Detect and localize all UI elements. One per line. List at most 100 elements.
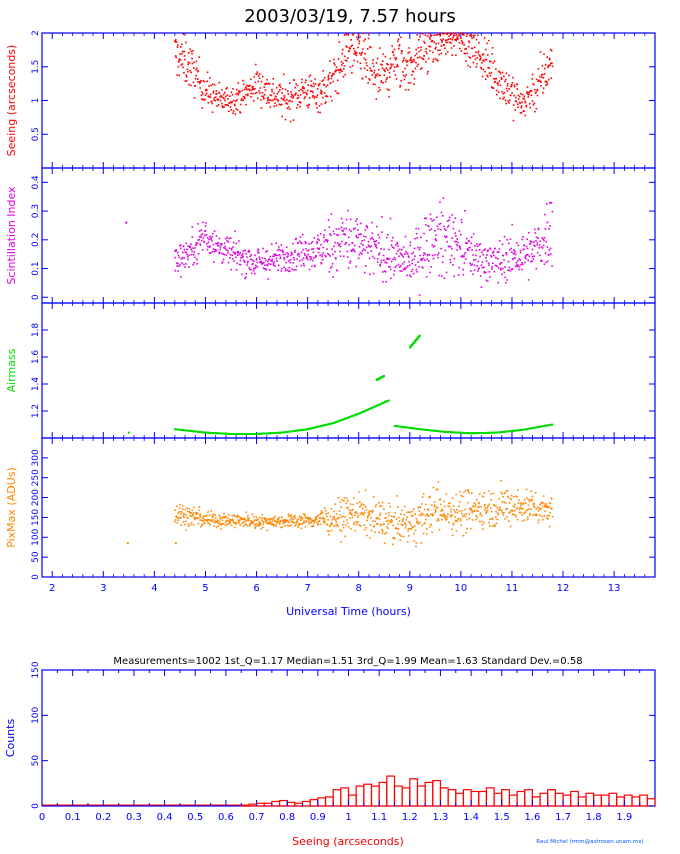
scintillation-point	[414, 264, 417, 266]
pixmax-point	[498, 509, 500, 511]
seeing-point	[185, 80, 188, 82]
pixmax-point	[298, 522, 300, 525]
pixmax-point	[521, 520, 524, 522]
pixmax-point	[513, 495, 515, 498]
seeing-point	[357, 34, 360, 36]
seeing-point	[398, 44, 401, 46]
pixmax-point	[292, 518, 294, 521]
pixmax-point	[255, 522, 257, 525]
seeing-point	[223, 106, 225, 108]
seeing-point	[190, 84, 192, 87]
scintillation-point	[379, 265, 382, 267]
seeing-point	[427, 70, 429, 73]
pixmax-point	[353, 497, 355, 499]
seeing-point	[193, 67, 195, 69]
scintillation-point	[235, 269, 238, 271]
pixmax-point	[341, 524, 344, 526]
scintillation-point	[541, 237, 543, 239]
scintillation-point	[419, 246, 421, 249]
scintillation-point	[551, 210, 554, 213]
pixmax-point	[283, 522, 285, 524]
seeing-point	[202, 93, 204, 95]
scintillation-point	[306, 258, 309, 261]
scintillation-point	[376, 225, 378, 228]
seeing-point	[527, 93, 529, 96]
scintillation-point	[470, 264, 472, 266]
seeing-point	[408, 51, 411, 53]
histogram-bar	[631, 796, 641, 807]
pixmax-point	[366, 534, 368, 537]
scintillation-point	[392, 236, 394, 239]
pixmax-point	[393, 536, 395, 539]
pixmax-point	[315, 516, 318, 518]
pixmax-point	[477, 501, 480, 504]
scintillation-point	[185, 263, 187, 265]
scintillation-point	[301, 233, 304, 236]
pixmax-point	[187, 525, 190, 527]
pixmax-point	[540, 507, 543, 510]
pixmax-point	[455, 508, 458, 511]
seeing-point	[358, 52, 361, 54]
scintillation-point	[453, 275, 455, 278]
pixmax-point	[399, 539, 401, 541]
seeing-point	[215, 90, 218, 92]
pixmax-point	[529, 512, 532, 515]
pixmax-point	[262, 523, 265, 526]
pixmax-point	[475, 518, 477, 521]
scintillation-point	[393, 270, 396, 272]
pixmax-point	[439, 498, 442, 500]
seeing-point	[425, 48, 428, 50]
scintillation-point	[389, 217, 392, 220]
seeing-point	[383, 68, 386, 71]
seeing-point	[184, 41, 187, 44]
seeing-point	[184, 80, 187, 82]
seeing-point	[255, 73, 257, 76]
pixmax-point	[482, 495, 485, 498]
pixmax-point	[318, 517, 321, 519]
seeing-point	[474, 58, 477, 60]
pixmax-point	[426, 513, 428, 516]
pixmax-point	[378, 531, 380, 534]
scintillation-point	[376, 257, 379, 260]
pixmax-point	[258, 521, 260, 523]
pixmax-point	[214, 514, 216, 517]
scintillation-point	[449, 258, 451, 261]
pixmax-point	[410, 527, 413, 530]
seeing-point	[420, 49, 422, 51]
seeing-point	[437, 49, 439, 52]
pixmax-point	[263, 521, 265, 524]
seeing-point	[517, 94, 520, 97]
seeing-point	[503, 75, 505, 78]
scintillation-point	[275, 257, 278, 260]
pixmax-point	[282, 519, 284, 522]
pixmax-point	[359, 506, 361, 508]
seeing-point	[447, 38, 450, 40]
scintillation-point	[458, 266, 460, 269]
seeing-point	[516, 83, 518, 86]
seeing-point	[490, 71, 493, 74]
seeing-point	[400, 52, 403, 55]
pixmax-point	[185, 529, 187, 531]
pixmax-point	[235, 515, 237, 518]
pixmax-point	[456, 511, 459, 514]
scintillation-point	[519, 249, 522, 252]
scintillation-point	[373, 257, 376, 260]
scintillation-point	[227, 261, 230, 264]
seeing-point	[424, 34, 427, 36]
scintillation-point	[289, 259, 292, 261]
seeing-point	[542, 91, 544, 94]
pixmax-point	[252, 522, 255, 524]
seeing-point	[352, 33, 355, 35]
scintillation-point	[529, 243, 531, 245]
scintillation-point	[268, 269, 271, 271]
seeing-point	[501, 71, 504, 74]
seeing-point	[521, 93, 524, 96]
seeing-point	[448, 35, 450, 37]
seeing-point	[327, 76, 330, 78]
pixmax-point	[486, 509, 489, 512]
pixmax-point	[395, 495, 398, 497]
pixmax-point	[358, 524, 361, 527]
pixmax-point	[472, 510, 474, 513]
scintillation-point	[249, 268, 251, 271]
scintillation-point	[356, 218, 358, 220]
